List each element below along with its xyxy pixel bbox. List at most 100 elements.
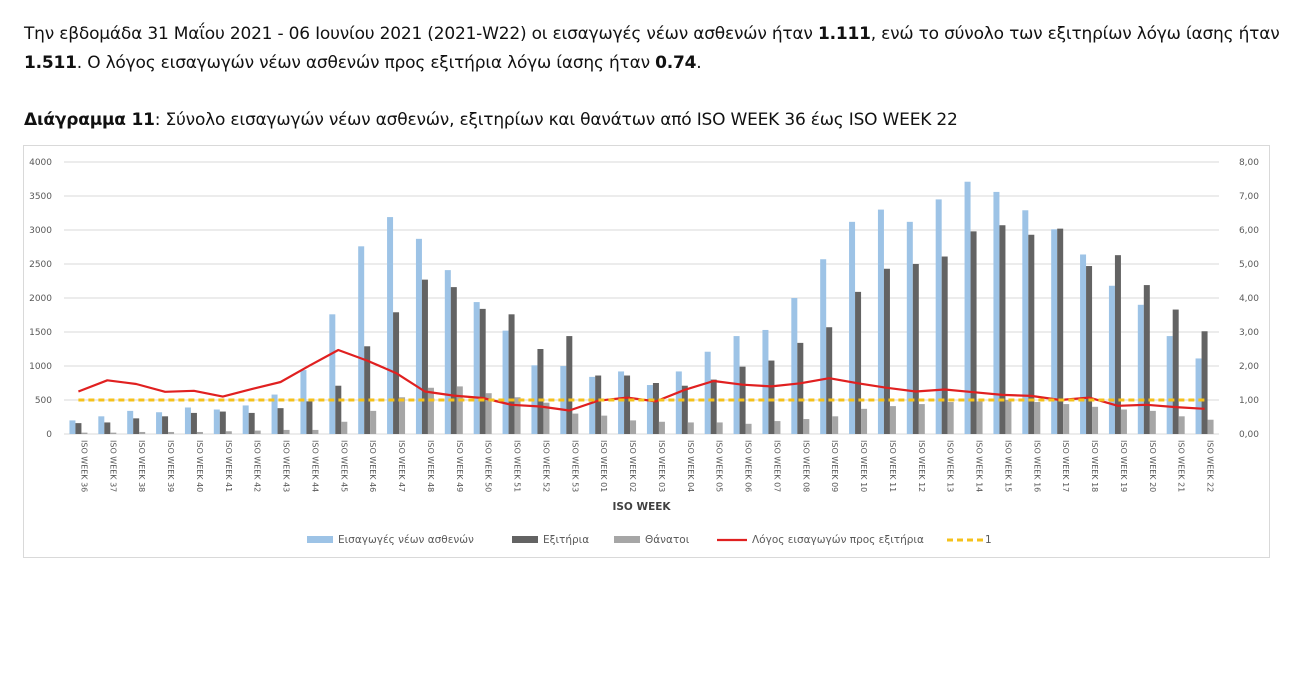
bar-admissions <box>531 365 538 434</box>
x-tick-label: ISO WEEK 42 <box>253 440 262 492</box>
bar-deaths <box>1149 410 1156 434</box>
bar-deaths <box>601 415 608 434</box>
x-tick-label: ISO WEEK 47 <box>397 440 406 492</box>
x-tick-label: ISO WEEK 15 <box>1003 440 1012 492</box>
x-tick-label: ISO WEEK 45 <box>339 440 348 492</box>
bar-discharges <box>248 412 255 434</box>
bar-discharges <box>970 231 977 434</box>
y-left-tick-label: 1500 <box>29 328 52 338</box>
x-tick-label: ISO WEEK 07 <box>772 440 781 492</box>
legend-admissions-swatch <box>307 536 333 543</box>
bar-deaths <box>543 402 550 434</box>
x-tick-label: ISO WEEK 14 <box>975 440 984 492</box>
x-tick-label: ISO WEEK 02 <box>628 440 637 492</box>
bar-admissions <box>733 336 740 434</box>
bar-discharges <box>335 385 342 434</box>
bar-admissions <box>387 217 394 434</box>
intro-text-3: . Ο λόγος εισαγωγών νέων ασθενών προς εξ… <box>76 53 656 73</box>
bar-deaths <box>1034 402 1041 434</box>
discharges-value: 1.511 <box>24 53 77 73</box>
bar-deaths <box>225 431 232 434</box>
bar-discharges <box>595 375 602 434</box>
bar-admissions <box>675 371 682 434</box>
bar-discharges <box>537 349 544 434</box>
x-tick-label: ISO WEEK 16 <box>1032 440 1041 492</box>
bar-admissions <box>358 246 365 434</box>
y-left-tick-label: 2000 <box>29 294 52 304</box>
bar-discharges <box>855 291 862 434</box>
y-right-tick-label: 6,00 <box>1239 226 1259 236</box>
intro-text-2: , ενώ το σύνολο των εξιτηρίων λόγω ίασης… <box>870 24 1280 44</box>
x-tick-label: ISO WEEK 53 <box>570 440 579 492</box>
bar-discharges <box>508 314 515 434</box>
bar-admissions <box>1166 336 1173 434</box>
bar-admissions <box>1080 254 1087 434</box>
bar-discharges <box>768 360 775 434</box>
bar-admissions <box>589 376 596 434</box>
x-tick-label: ISO WEEK 13 <box>946 440 955 492</box>
bar-admissions <box>444 270 451 434</box>
bar-discharges <box>883 268 890 434</box>
bar-discharges <box>624 375 631 434</box>
bar-deaths <box>168 431 175 434</box>
x-tick-label: ISO WEEK 11 <box>888 440 897 492</box>
bar-deaths <box>81 432 88 434</box>
bar-admissions <box>473 302 480 434</box>
bar-deaths <box>947 402 954 434</box>
bar-deaths <box>1005 400 1012 434</box>
x-tick-label: ISO WEEK 39 <box>166 440 175 492</box>
x-tick-label: ISO WEEK 10 <box>859 440 868 492</box>
x-tick-label: ISO WEEK 41 <box>224 440 233 492</box>
bar-discharges <box>710 379 717 434</box>
x-tick-label: ISO WEEK 01 <box>599 440 608 492</box>
bar-admissions <box>98 416 105 434</box>
bar-discharges <box>133 418 140 434</box>
bar-admissions <box>127 410 134 434</box>
bar-deaths <box>745 423 752 434</box>
bar-discharges <box>450 287 457 434</box>
bar-admissions <box>646 385 653 434</box>
x-tick-label: ISO WEEK 19 <box>1119 440 1128 492</box>
x-tick-label: ISO WEEK 36 <box>79 440 88 492</box>
bar-admissions <box>1051 229 1058 434</box>
bar-discharges <box>1201 331 1208 434</box>
bar-deaths <box>832 416 839 434</box>
bar-deaths <box>1092 406 1099 434</box>
bar-admissions <box>618 371 625 434</box>
bar-deaths <box>370 410 377 434</box>
x-tick-label: ISO WEEK 37 <box>108 440 117 492</box>
bar-discharges <box>652 383 659 434</box>
x-tick-label: ISO WEEK 17 <box>1061 440 1070 492</box>
bar-admissions <box>1195 358 1202 434</box>
bar-admissions <box>877 209 884 434</box>
bar-deaths <box>139 431 146 434</box>
y-left-tick-label: 0 <box>46 430 52 440</box>
bar-discharges <box>566 336 573 434</box>
bar-admissions <box>1022 210 1029 434</box>
bar-admissions <box>242 405 249 434</box>
y-left-tick-label: 1000 <box>29 362 52 372</box>
bar-admissions <box>271 394 278 434</box>
legend-discharges-label: Εξιτήρια <box>543 534 589 546</box>
x-tick-label: ISO WEEK 21 <box>1177 440 1186 492</box>
bar-discharges <box>1057 228 1064 434</box>
caption-text: : Σύνολο εισαγωγών νέων ασθενών, εξιτηρί… <box>154 110 958 130</box>
bar-discharges <box>1143 285 1150 434</box>
bar-discharges <box>912 264 919 434</box>
bar-deaths <box>399 397 406 434</box>
bar-discharges <box>1028 234 1035 434</box>
bar-discharges <box>797 342 804 434</box>
bar-discharges <box>306 401 313 434</box>
caption-label: Διάγραμμα 11 <box>24 110 155 130</box>
x-tick-label: ISO WEEK 03 <box>657 440 666 492</box>
bar-deaths <box>514 397 521 434</box>
bar-deaths <box>774 421 781 434</box>
bar-discharges <box>190 412 197 434</box>
x-tick-label: ISO WEEK 20 <box>1148 440 1157 492</box>
bar-discharges <box>219 411 226 434</box>
y-right-tick-label: 2,00 <box>1239 362 1259 372</box>
x-tick-label: ISO WEEK 22 <box>1206 440 1215 492</box>
bar-admissions <box>993 191 1000 434</box>
bar-deaths <box>110 432 117 434</box>
x-tick-label: ISO WEEK 06 <box>744 440 753 492</box>
